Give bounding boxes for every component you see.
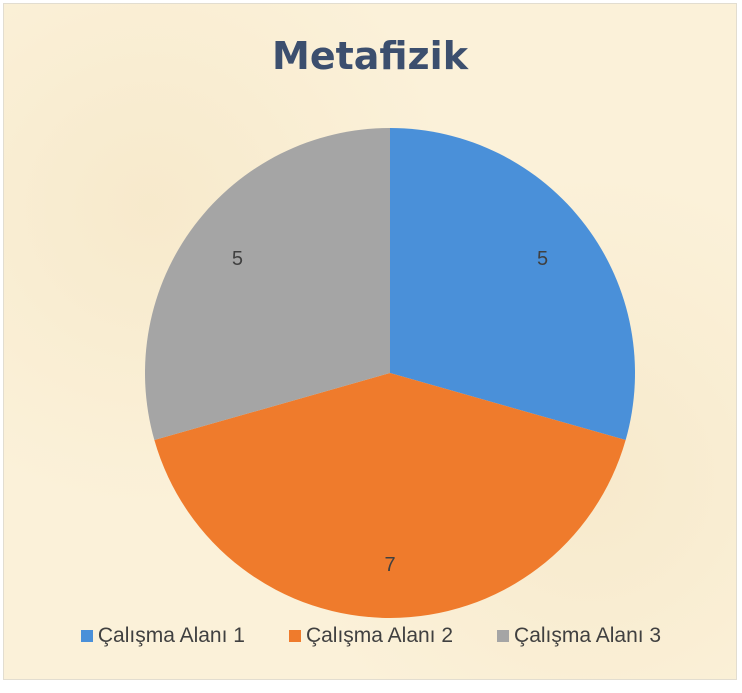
data-label-1: 5 <box>537 248 548 270</box>
legend: Çalışma Alanı 1 Çalışma Alanı 2 Çalışma Al… <box>0 624 742 648</box>
data-label-2: 7 <box>384 554 395 576</box>
legend-label: Çalışma Alanı 3 <box>514 624 662 647</box>
chart-title: Metafizik <box>272 34 468 78</box>
legend-item-3: Çalışma Alanı 3 <box>497 624 661 648</box>
legend-item-2: Çalışma Alanı 2 <box>288 624 454 648</box>
legend-swatch <box>497 630 510 642</box>
pie-slice-1 <box>390 128 635 441</box>
legend-swatch <box>288 630 301 642</box>
legend-item-1: Çalışma Alanı 1 <box>80 624 245 648</box>
pie-slice-2 <box>154 373 626 618</box>
legend-label: Çalışma Alanı 1 <box>97 624 245 647</box>
legend-label: Çalışma Alanı 2 <box>305 624 454 647</box>
legend-swatch <box>80 630 93 642</box>
data-label-3: 5 <box>232 248 243 270</box>
pie-slice-3 <box>145 128 390 441</box>
